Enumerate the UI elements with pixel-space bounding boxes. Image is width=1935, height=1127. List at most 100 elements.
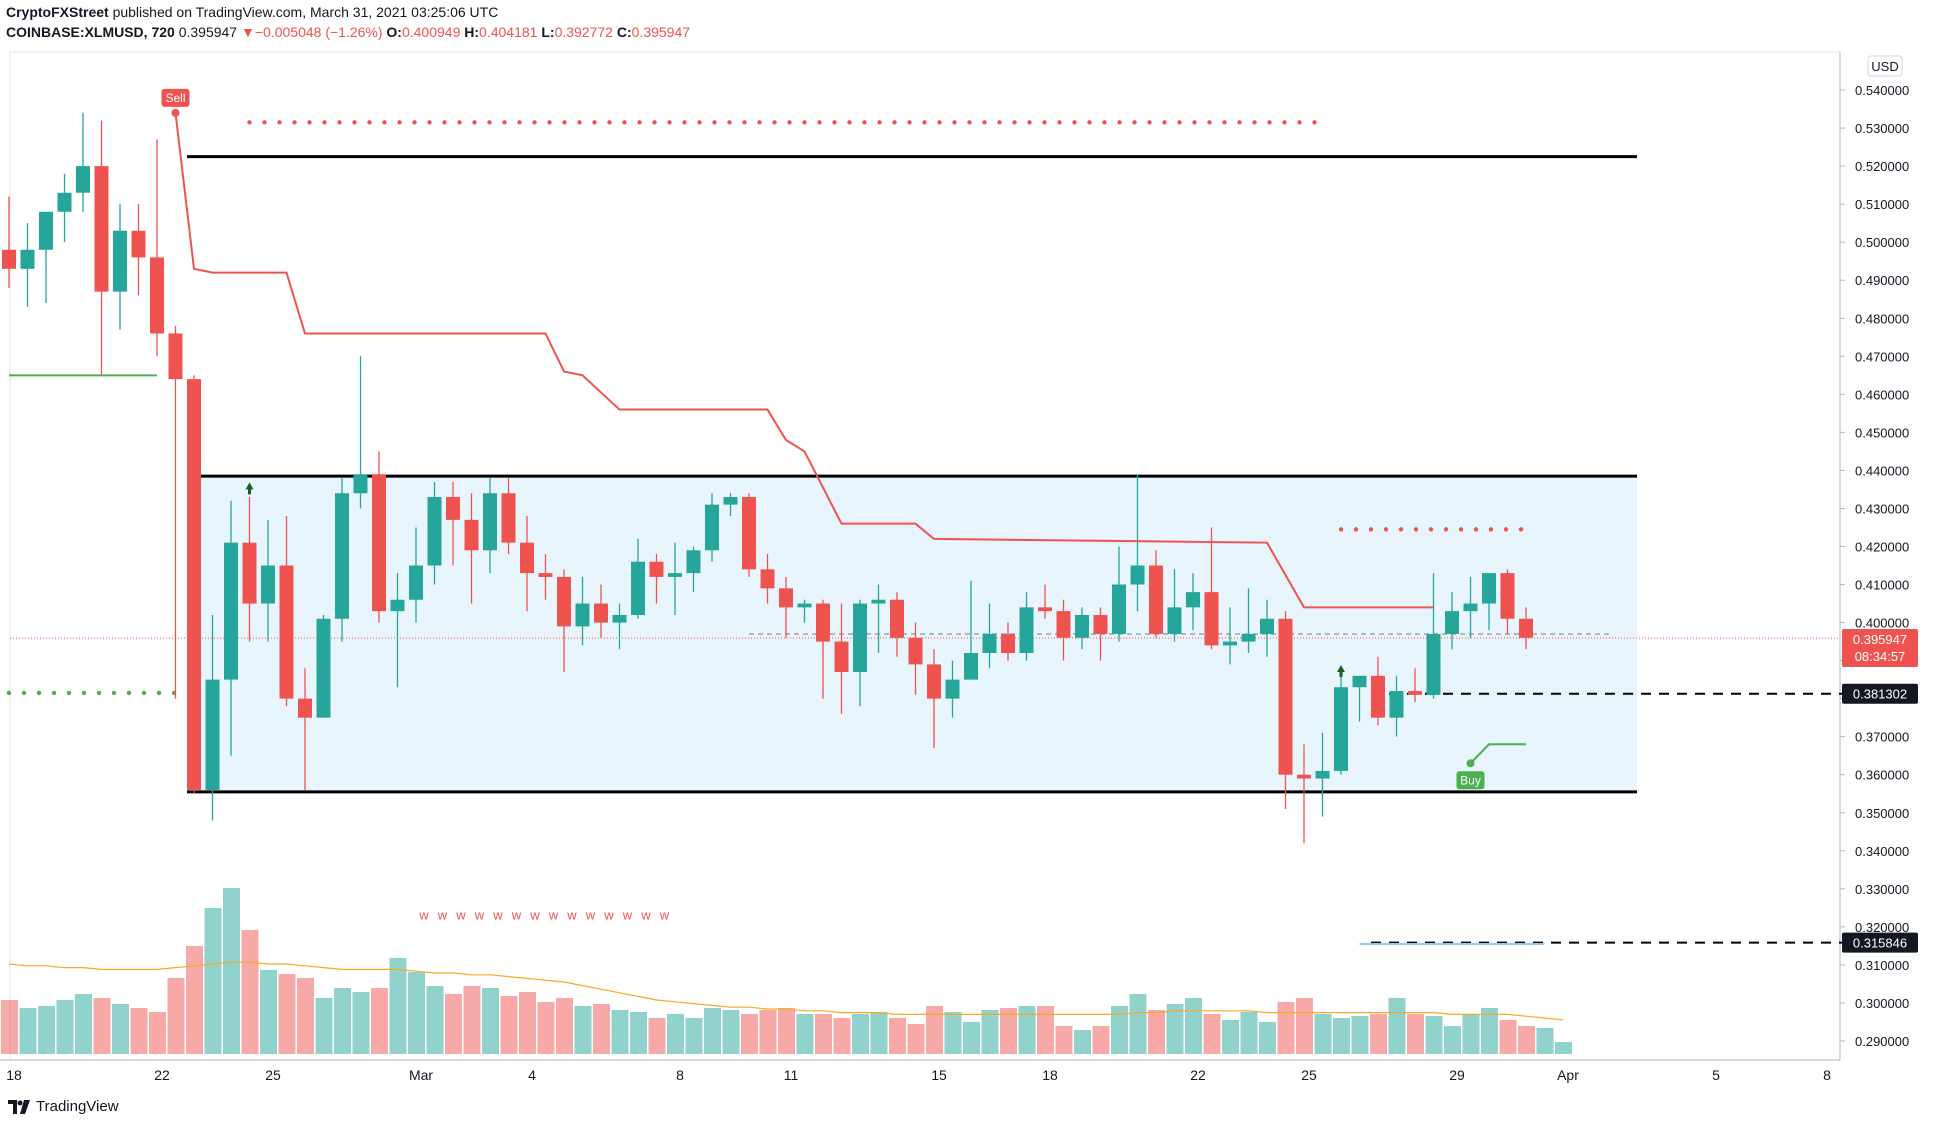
volume-bar [1499, 1020, 1517, 1054]
dotted-level-dot [1518, 527, 1524, 532]
chart-header: CryptoFXStreet published on TradingView.… [6, 2, 690, 42]
dotted-level-dot [1222, 120, 1227, 125]
low-value: 0.392772 [554, 24, 613, 40]
candle-body [20, 249, 35, 269]
tradingview-logo[interactable]: TradingView [8, 1098, 119, 1115]
volume-bar [1074, 1030, 1091, 1054]
dotted-level-dot [352, 120, 357, 125]
price-tick-label: 0.290000 [1855, 1034, 1909, 1049]
w-marker: w [659, 907, 670, 922]
candle-body [1315, 770, 1330, 779]
dotted-level-dot [997, 120, 1002, 125]
dotted-level-dot [1297, 120, 1302, 125]
candle-body [779, 588, 793, 608]
candles-layer[interactable] [2, 112, 1533, 844]
candle-body [1149, 565, 1163, 634]
w-marker: w [455, 907, 466, 922]
dotted-level-dot [1383, 527, 1389, 532]
volume-bar [630, 1012, 647, 1054]
dotted-level-dot [772, 120, 777, 125]
volume-bar [1037, 1006, 1054, 1054]
price-tick-label: 0.490000 [1855, 273, 1909, 288]
dotted-level-dot [1192, 120, 1197, 125]
dotted-level-dot [1132, 120, 1137, 125]
volume-bar [1166, 1004, 1184, 1054]
volume-bar [963, 1022, 980, 1054]
volume-bar [352, 992, 370, 1054]
volume-bar [371, 988, 388, 1054]
dotted-level-dot [1207, 120, 1212, 125]
dotted-level-dot [412, 120, 417, 125]
level-price-badge-value: 0.381302 [1853, 687, 1907, 702]
dotted-level-dot [457, 120, 462, 125]
dotted-level-dot [1102, 120, 1107, 125]
volume-bar [167, 978, 185, 1054]
dotted-level-dot [487, 120, 492, 125]
dotted-level-dot [367, 120, 372, 125]
candle-body [557, 576, 571, 627]
dotted-level-dot [1147, 120, 1152, 125]
candle-body [298, 698, 312, 718]
candle-body [686, 550, 701, 574]
time-tick-label: 29 [1449, 1067, 1465, 1083]
ohlc-line: COINBASE:XLMUSD, 720 0.395947 ▼−0.005048… [6, 22, 690, 42]
candle-body [1352, 675, 1367, 688]
countdown-badge-value: 08:34:57 [1855, 649, 1906, 664]
time-axis[interactable]: 18 22 25 Mar 4 8 11 15 18 22 25 29 Apr 5 8 [0, 1059, 1840, 1083]
volume-bar [685, 1018, 703, 1054]
candle-body [501, 493, 516, 543]
dotted-level-dot [427, 120, 432, 125]
dotted-level-dot [1488, 527, 1494, 532]
dotted-level-dot [1012, 120, 1017, 125]
dotted-level-dot [292, 120, 297, 125]
volume-bar [1296, 998, 1313, 1054]
candle-body [224, 542, 238, 680]
price-tick-label: 0.310000 [1855, 958, 1909, 973]
volume-bar [500, 996, 518, 1054]
candle-body [2, 249, 16, 269]
candle-body [945, 679, 960, 699]
volume-bar [833, 1018, 851, 1054]
candle-body [187, 379, 201, 790]
symbol-label[interactable]: COINBASE:XLMUSD, 720 [6, 24, 175, 40]
publisher-name[interactable]: CryptoFXStreet [6, 4, 109, 20]
volume-bar [1129, 994, 1147, 1054]
volume-bar [1240, 1012, 1258, 1054]
candle-body [1001, 633, 1015, 653]
price-axis[interactable]: 0.290000 0.300000 0.310000 0.320000 0.330000… [1840, 55, 1909, 1049]
dotted-level-dot [247, 120, 252, 125]
volume-bar [241, 930, 259, 1054]
w-marker: w [474, 907, 485, 922]
volume-bar [852, 1014, 869, 1054]
candle-body [1482, 573, 1496, 604]
price-tick-label: 0.410000 [1855, 578, 1909, 593]
candle-body [427, 497, 442, 566]
dotted-level-dot [922, 120, 927, 125]
candle-body [760, 569, 775, 589]
volume-bar [889, 1018, 906, 1054]
candle-body [575, 603, 590, 627]
candle-body [1038, 607, 1052, 612]
volume-bar [56, 1000, 74, 1054]
dotted-level-dot [727, 120, 732, 125]
candle-body [261, 565, 275, 604]
volume-bar [556, 998, 573, 1054]
dotted-level-dot [1177, 120, 1182, 125]
volume-bar [741, 1014, 758, 1054]
volume-bar [75, 994, 92, 1054]
price-tick-label: 0.340000 [1855, 844, 1909, 859]
candle-body [94, 166, 109, 292]
price-tick-label: 0.530000 [1855, 121, 1909, 136]
dotted-level-dot [532, 120, 537, 125]
candle-body [409, 565, 423, 600]
w-marker: w [603, 907, 614, 922]
supertrend-up-line-2 [1469, 743, 1526, 765]
dotted-level-dot [1162, 120, 1167, 125]
buy-signal-badge [1456, 771, 1485, 790]
dotted-level-dot [847, 120, 852, 125]
volume-bar [815, 1014, 832, 1054]
dotted-level-dot [1117, 120, 1122, 125]
candle-body [1519, 618, 1533, 638]
candle-body [982, 633, 997, 653]
